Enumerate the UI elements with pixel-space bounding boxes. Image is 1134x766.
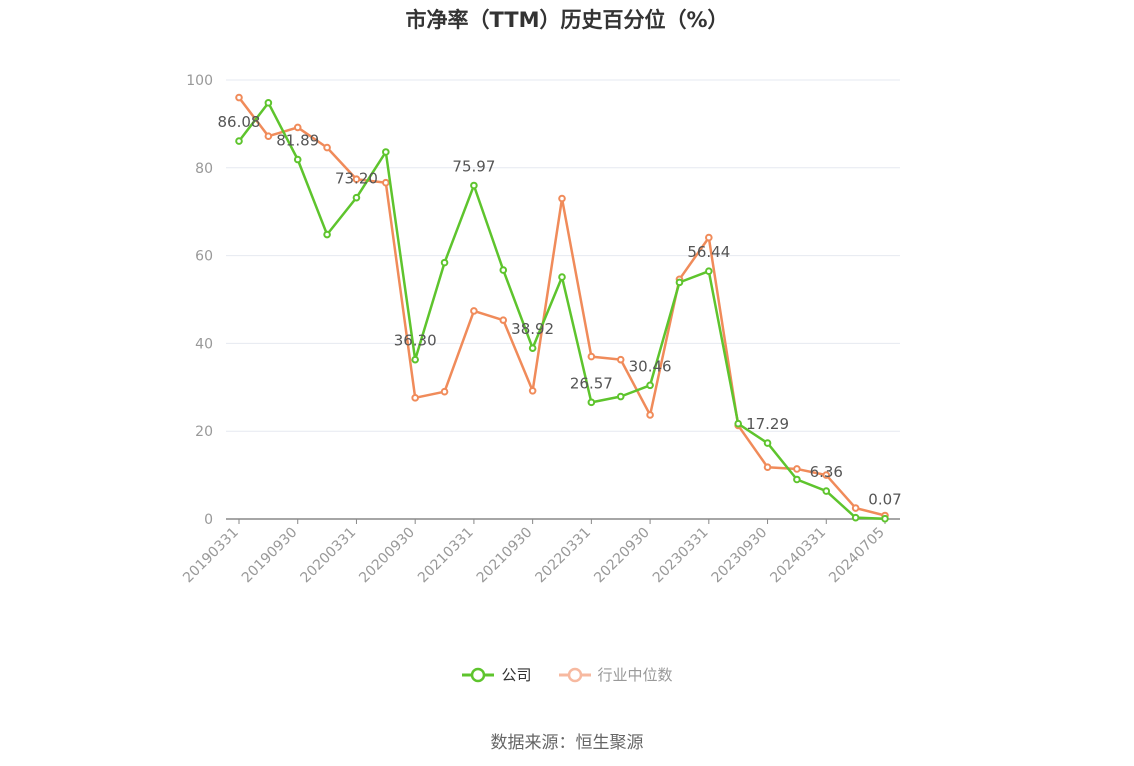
data-point-industry: [411, 394, 419, 402]
data-point-company: [822, 487, 831, 495]
data-point-industry: [763, 463, 772, 471]
data-point-industry: [646, 411, 654, 419]
x-tick-label: 20230930: [709, 525, 771, 587]
data-point-company: [646, 381, 654, 390]
y-tick-label: 20: [195, 424, 213, 440]
data-label-company: 30.46: [629, 357, 672, 375]
legend-item-company[interactable]: 公司: [461, 664, 532, 685]
data-point-company: [616, 392, 625, 401]
data-label-company: 36.30: [394, 332, 437, 350]
data-point-industry: [528, 387, 537, 395]
legend-item-industry[interactable]: 行业中位数: [558, 664, 673, 685]
data-point-industry: [616, 355, 625, 364]
x-tick-label: 20190930: [239, 525, 301, 587]
data-point-company: [675, 278, 684, 287]
x-tick-label: 20230331: [650, 525, 712, 587]
data-point-industry: [499, 316, 508, 324]
data-point-industry: [352, 175, 361, 184]
legend-company-label: 公司: [501, 666, 532, 684]
data-point-industry: [705, 233, 713, 242]
data-point-industry: [793, 465, 801, 473]
legend-industry-line-icon: [558, 667, 591, 682]
y-tick-label: 80: [195, 161, 213, 177]
y-tick-label: 0: [204, 512, 213, 528]
data-point-company: [235, 137, 243, 145]
data-label-company: 73.20: [335, 170, 378, 188]
data-point-industry: [323, 143, 331, 152]
data-point-company: [293, 155, 302, 164]
data-source-note: 数据来源：恒生聚源: [490, 733, 644, 753]
data-point-company: [734, 419, 742, 428]
data-label-company: 81.89: [276, 132, 319, 150]
series-line-industry: [238, 96, 886, 517]
data-point-industry: [264, 132, 273, 140]
x-tick-label: 20240705: [826, 525, 888, 587]
legend-industry-label: 行业中位数: [597, 666, 673, 684]
x-tick-label: 20220331: [532, 525, 594, 587]
data-point-industry: [822, 471, 831, 479]
data-label-company: 38.92: [511, 320, 554, 338]
grid-lines: [226, 79, 900, 432]
data-point-industry: [587, 352, 596, 361]
x-tick-label: 20210331: [415, 525, 477, 587]
data-point-industry: [293, 123, 302, 132]
data-point-industry: [382, 178, 390, 187]
data-point-company: [851, 513, 860, 522]
data-point-company: [705, 267, 713, 276]
y-tick-label: 100: [186, 73, 213, 89]
data-point-industry: [558, 194, 566, 203]
data-point-industry: [440, 387, 449, 396]
data-point-industry: [470, 307, 478, 315]
data-point-company: [411, 355, 419, 364]
x-tick-label: 20220930: [591, 525, 653, 587]
x-tick-label: 20240331: [767, 525, 829, 587]
data-label-company: 26.57: [570, 374, 613, 392]
data-point-company: [558, 273, 566, 281]
series: [235, 93, 889, 523]
data-point-company: [587, 398, 596, 407]
x-tick-label: 20190331: [180, 525, 242, 587]
data-label-company: 17.29: [746, 415, 789, 433]
legend-company-line-icon: [462, 667, 495, 682]
legend: 公司 行业中位数: [0, 664, 1134, 685]
chart-title: 市净率（TTM）历史百分位（%）: [405, 8, 729, 32]
y-tick-label: 40: [195, 336, 213, 352]
data-labels: 86.08 81.89 73.20 36.30 75.97 38.92 26.57 30.46…: [218, 113, 902, 509]
data-point-company: [323, 230, 331, 239]
data-label-company: 0.07: [868, 491, 901, 509]
data-point-company: [440, 258, 449, 267]
data-point-industry: [851, 504, 860, 512]
data-point-company: [264, 99, 273, 107]
data-point-company: [382, 148, 390, 156]
x-tick-label: 20210930: [474, 525, 536, 587]
data-point-company: [793, 475, 801, 484]
data-point-company: [470, 181, 478, 190]
x-tick-label: 20200930: [356, 525, 418, 587]
data-point-company: [763, 439, 772, 447]
data-point-company: [881, 514, 889, 523]
data-point-company: [352, 193, 361, 202]
data-label-company: 6.36: [810, 463, 843, 481]
x-tick-label: 20200331: [298, 525, 360, 587]
series-line-company: [238, 101, 886, 520]
data-label-company: 75.97: [452, 157, 495, 175]
y-tick-label: 60: [195, 249, 213, 265]
data-label-company: 86.08: [218, 113, 261, 131]
data-point-company: [528, 344, 537, 352]
data-point-industry: [235, 93, 243, 102]
data-label-company: 56.44: [687, 243, 730, 261]
data-point-company: [499, 266, 508, 274]
